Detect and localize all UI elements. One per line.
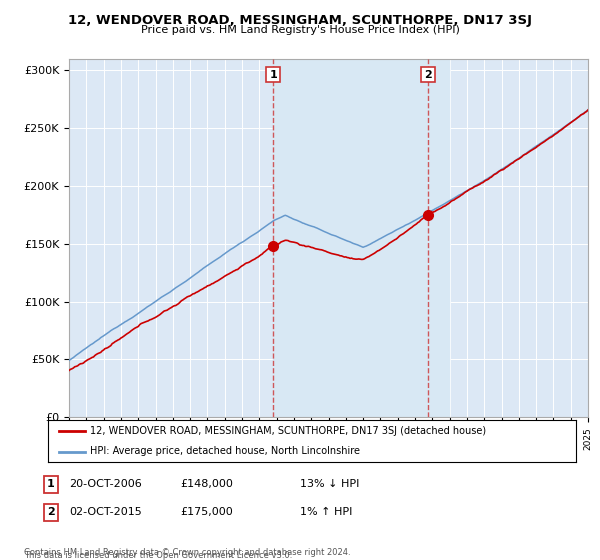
Text: 12, WENDOVER ROAD, MESSINGHAM, SCUNTHORPE, DN17 3SJ (detached house): 12, WENDOVER ROAD, MESSINGHAM, SCUNTHORP… (90, 426, 487, 436)
Text: £175,000: £175,000 (180, 507, 233, 517)
Text: 13% ↓ HPI: 13% ↓ HPI (300, 479, 359, 489)
Text: 2: 2 (47, 507, 55, 517)
Text: 1: 1 (47, 479, 55, 489)
Text: Price paid vs. HM Land Registry's House Price Index (HPI): Price paid vs. HM Land Registry's House … (140, 25, 460, 35)
Text: This data is licensed under the Open Government Licence v3.0.: This data is licensed under the Open Gov… (24, 551, 292, 560)
Text: 02-OCT-2015: 02-OCT-2015 (69, 507, 142, 517)
Text: Contains HM Land Registry data © Crown copyright and database right 2024.: Contains HM Land Registry data © Crown c… (24, 548, 350, 557)
Text: 2: 2 (424, 69, 432, 80)
Text: 12, WENDOVER ROAD, MESSINGHAM, SCUNTHORPE, DN17 3SJ: 12, WENDOVER ROAD, MESSINGHAM, SCUNTHORP… (68, 14, 532, 27)
Text: 1: 1 (269, 69, 277, 80)
Text: 1% ↑ HPI: 1% ↑ HPI (300, 507, 352, 517)
Text: £148,000: £148,000 (180, 479, 233, 489)
Bar (273, 59, 449, 417)
Text: HPI: Average price, detached house, North Lincolnshire: HPI: Average price, detached house, Nort… (90, 446, 360, 456)
Text: 20-OCT-2006: 20-OCT-2006 (69, 479, 142, 489)
